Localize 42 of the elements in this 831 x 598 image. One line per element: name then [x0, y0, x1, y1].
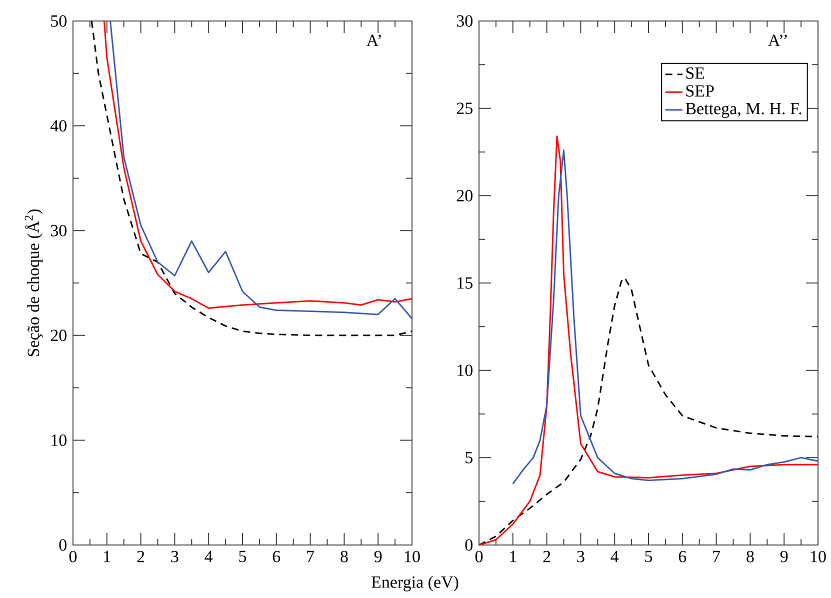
- y-tick-label: 40: [50, 120, 66, 132]
- x-tick-label: 9: [374, 550, 382, 562]
- x-tick-label: 8: [746, 550, 754, 562]
- y-tick-label: 30: [50, 224, 66, 236]
- x-tick-label: 7: [713, 550, 720, 562]
- legend-label: Bettega, M. H. F.: [686, 103, 802, 118]
- x-tick-label: 3: [171, 550, 178, 562]
- annotation: A’: [366, 34, 381, 46]
- y-tick-label: 10: [458, 364, 472, 376]
- y-tick-label: 50: [51, 15, 66, 27]
- x-tick-label: 0: [475, 550, 483, 562]
- x-tick-label: 9: [780, 550, 788, 562]
- y-tick-label: 0: [465, 539, 472, 551]
- annotation: A’’: [768, 34, 787, 46]
- y-tick-label: 0: [59, 539, 66, 551]
- x-axis-title: Energia (eV): [372, 576, 458, 592]
- x-tick-label: 5: [645, 550, 652, 562]
- x-tick-label: 10: [810, 550, 826, 562]
- x-tick-label: 3: [577, 550, 584, 562]
- x-tick-label: 0: [69, 550, 77, 562]
- y-tick-label: 10: [52, 434, 66, 446]
- y-tick-label: 25: [456, 102, 472, 114]
- y-tick-label: 20: [50, 330, 66, 342]
- y-tick-label: 20: [456, 190, 472, 202]
- x-tick-label: 1: [104, 550, 110, 562]
- x-tick-label: 6: [678, 550, 686, 562]
- x-tick-label: 4: [610, 550, 619, 562]
- y-tick-label: 5: [466, 452, 472, 464]
- x-tick-label: 10: [404, 550, 420, 562]
- x-tick-label: 8: [340, 550, 348, 562]
- legend-label: SEP: [686, 85, 714, 97]
- y-tick-label: 15: [458, 277, 472, 289]
- y-axis-title: Seção de choque (Å$^{2}$): [24, 209, 43, 356]
- y-tick-label: 30: [456, 15, 472, 27]
- x-tick-label: 5: [239, 550, 246, 562]
- x-tick-label: 4: [204, 550, 213, 562]
- x-tick-label: 1: [510, 550, 516, 562]
- x-tick-label: 2: [543, 550, 550, 562]
- x-tick-label: 6: [272, 550, 280, 562]
- x-tick-label: 7: [307, 550, 314, 562]
- x-tick-label: 2: [137, 550, 144, 562]
- legend-label: SE: [686, 67, 704, 79]
